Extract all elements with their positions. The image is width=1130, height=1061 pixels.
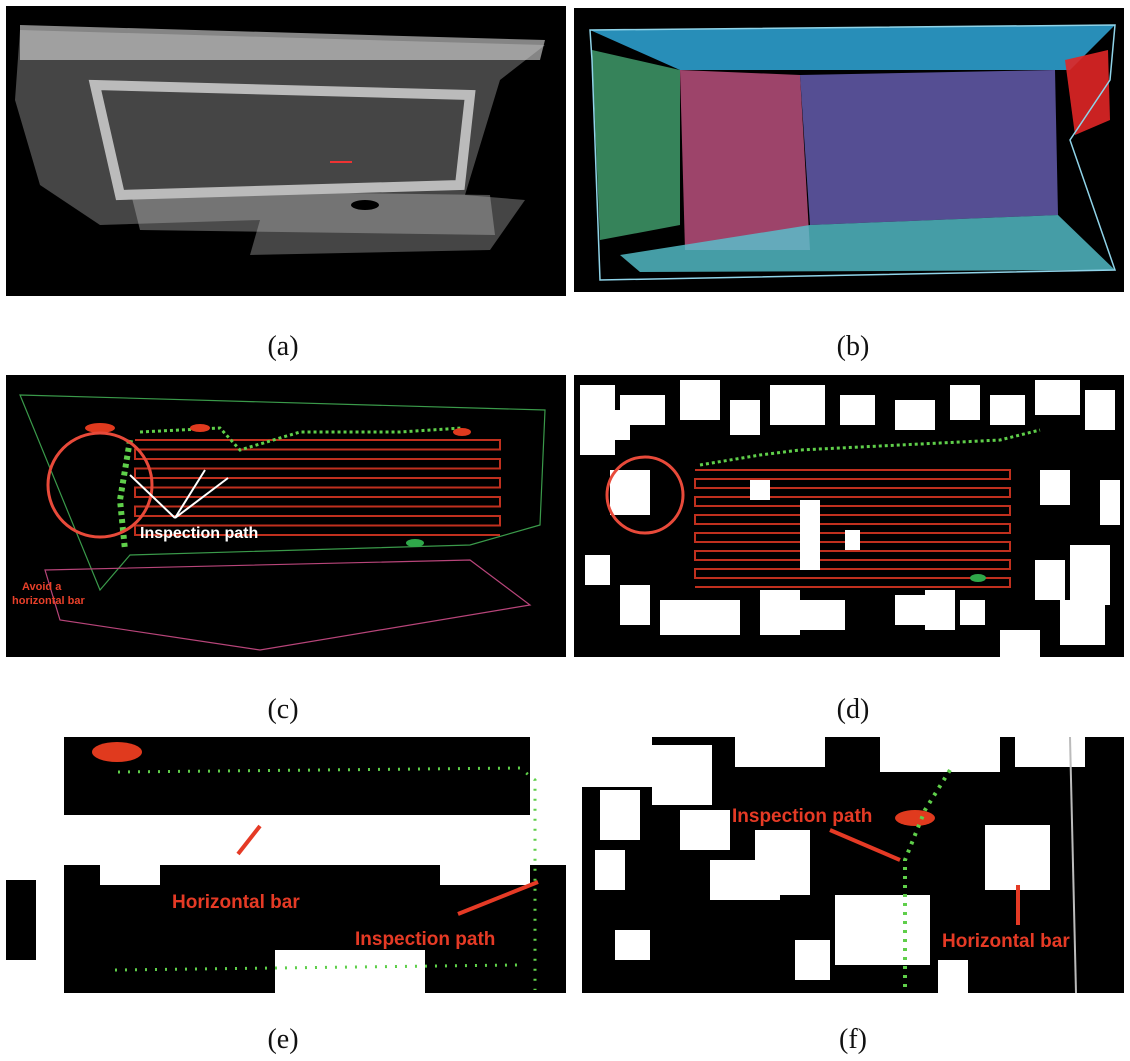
annotation: Horizontal bar (172, 892, 300, 913)
caption: (b) (837, 331, 870, 362)
obstacle (620, 585, 650, 625)
obstacle (895, 595, 925, 625)
obstacle (585, 555, 610, 585)
segment (680, 70, 810, 250)
point-cloud (351, 200, 379, 210)
annotation: horizontal bar (12, 595, 85, 607)
segment (590, 25, 1115, 70)
obstacle (1000, 630, 1040, 657)
panel-e: Horizontal bar Inspection path (6, 737, 566, 993)
obstacle (100, 860, 160, 885)
obstacle (760, 590, 800, 635)
obstacle (600, 410, 630, 440)
obstacle (950, 385, 980, 420)
lamp (453, 428, 471, 436)
lamp (895, 810, 935, 826)
segment (800, 70, 1058, 225)
annotation: Inspection path (355, 929, 495, 950)
obstacle (1035, 560, 1065, 600)
caption: (e) (267, 1024, 298, 1055)
obstacle (895, 400, 935, 430)
obstacle (925, 590, 955, 630)
annotation: Inspection path (140, 525, 258, 542)
obstacle (6, 815, 566, 865)
obstacle (6, 880, 36, 960)
panel-f: Inspection path Horizontal bar (582, 737, 1124, 993)
obstacle (800, 600, 845, 630)
caption: (a) (267, 331, 298, 362)
caption: (d) (837, 694, 870, 725)
caption: (f) (839, 1024, 867, 1055)
panel-c: Inspection path Avoid a horizontal bar (6, 375, 566, 657)
obstacle (800, 500, 820, 570)
obstacle (680, 380, 720, 420)
obstacle (730, 400, 760, 435)
lamp (970, 574, 986, 582)
obstacle (1100, 480, 1120, 525)
obstacle (990, 395, 1025, 425)
obstacle (840, 395, 875, 425)
obstacle (1085, 390, 1115, 430)
annotation: Horizontal bar (942, 931, 1070, 952)
segment (592, 50, 680, 240)
obstacle (1060, 600, 1105, 645)
obstacle (1070, 545, 1110, 605)
lamp (190, 424, 210, 432)
panel-a (6, 6, 566, 296)
obstacle (845, 530, 860, 550)
panel-b (574, 8, 1124, 292)
annotation: Avoid a (22, 581, 62, 593)
obstacle (1035, 380, 1080, 415)
obstacle (530, 737, 566, 815)
lamp (406, 539, 424, 547)
annotation: Inspection path (732, 806, 872, 827)
obstacle (1040, 470, 1070, 505)
figure: Inspection path Avoid a horizontal bar H… (0, 0, 1130, 1061)
lamp (92, 742, 142, 762)
caption: (c) (267, 694, 298, 725)
obstacle (610, 470, 650, 515)
obstacle (660, 600, 740, 635)
obstacle (275, 950, 425, 993)
obstacle (440, 865, 530, 885)
obstacle (960, 600, 985, 625)
point-cloud (130, 190, 495, 235)
obstacle (770, 385, 825, 425)
panel-d (574, 375, 1124, 657)
obstacle (750, 480, 770, 500)
